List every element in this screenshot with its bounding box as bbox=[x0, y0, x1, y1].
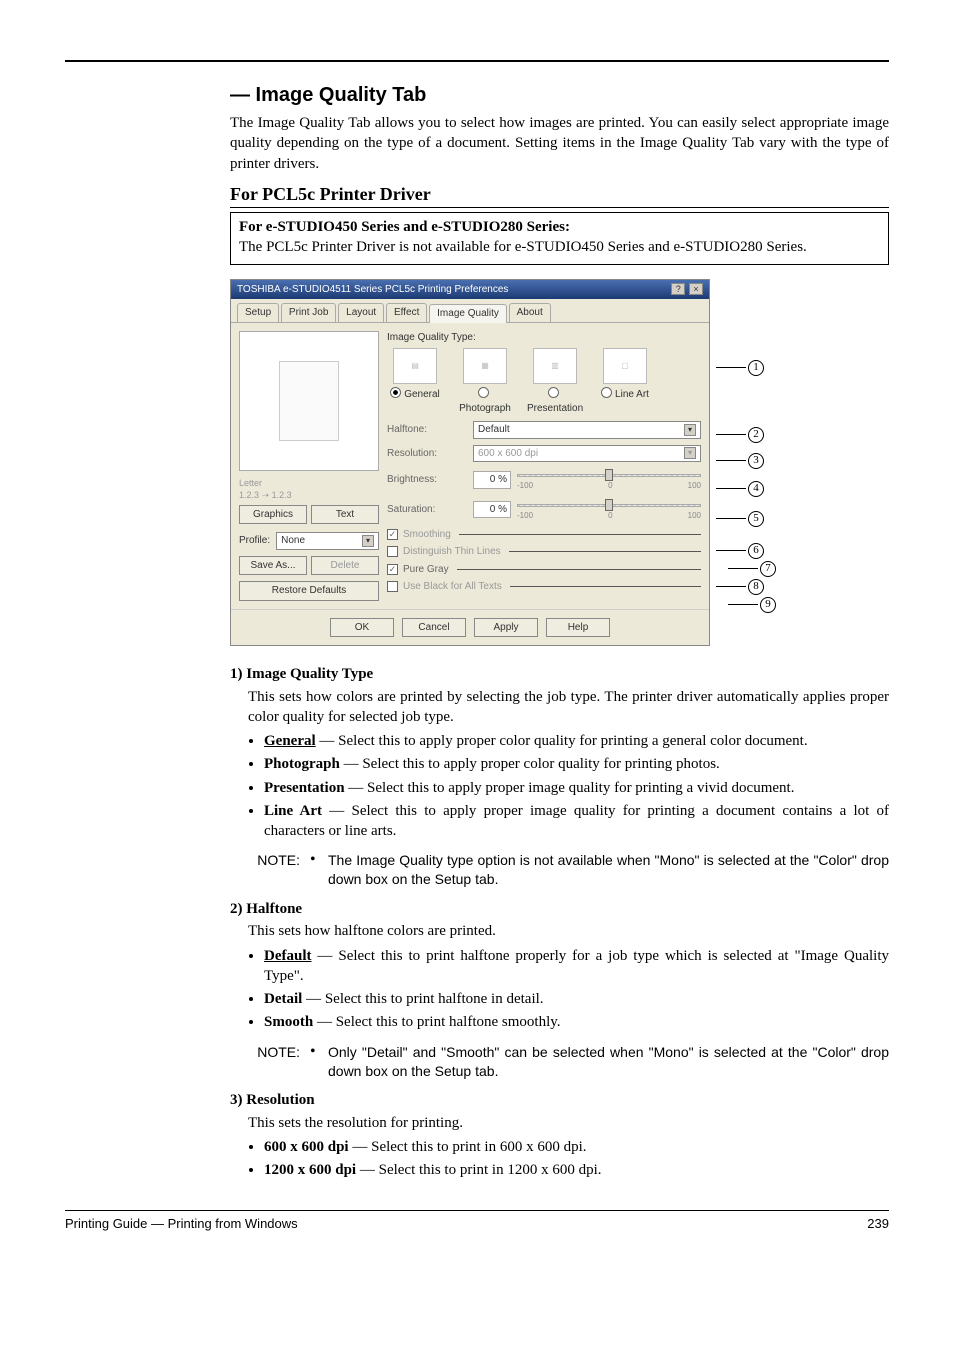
saveas-button[interactable]: Save As... bbox=[239, 556, 307, 576]
subsection-heading: For PCL5c Printer Driver bbox=[230, 182, 889, 208]
radio-presentation[interactable]: Presentation bbox=[527, 389, 583, 414]
cancel-button[interactable]: Cancel bbox=[402, 618, 466, 638]
callout-4: 4 bbox=[748, 481, 764, 497]
section-heading: — Image Quality Tab bbox=[230, 82, 889, 109]
note-box-text: The PCL5c Printer Driver is not availabl… bbox=[239, 237, 880, 257]
chevron-down-icon: ▾ bbox=[362, 535, 374, 547]
tab-about[interactable]: About bbox=[509, 303, 551, 322]
callout-2: 2 bbox=[748, 427, 764, 443]
ok-button[interactable]: OK bbox=[330, 618, 394, 638]
tab-effect[interactable]: Effect bbox=[386, 303, 427, 322]
close-icon[interactable]: × bbox=[689, 283, 703, 295]
help-icon[interactable]: ? bbox=[671, 283, 685, 295]
list-item-1: 1) Image Quality Type This sets how colo… bbox=[230, 664, 889, 841]
note-2: NOTE: • Only "Detail" and "Smooth" can b… bbox=[330, 1043, 889, 1081]
brightness-value[interactable]: 0 % bbox=[473, 471, 511, 489]
callout-8: 8 bbox=[748, 579, 764, 595]
dialog-title: TOSHIBA e-STUDIO4511 Series PCL5c Printi… bbox=[237, 283, 508, 297]
tab-printjob[interactable]: Print Job bbox=[281, 303, 336, 322]
callout-9: 9 bbox=[760, 597, 776, 613]
restore-defaults-button[interactable]: Restore Defaults bbox=[239, 581, 379, 601]
iq-group-label: Image Quality Type: bbox=[387, 331, 701, 345]
bullet-item: Presentation — Select this to apply prop… bbox=[264, 778, 889, 798]
callout-1: 1 bbox=[748, 360, 764, 376]
note-1: NOTE: • The Image Quality type option is… bbox=[330, 851, 889, 889]
preview-pane bbox=[239, 331, 379, 471]
saturation-slider[interactable] bbox=[517, 498, 701, 512]
page-footer: Printing Guide — Printing from Windows 2… bbox=[65, 1210, 889, 1233]
thinlines-checkbox[interactable] bbox=[387, 546, 398, 557]
delete-button[interactable]: Delete bbox=[311, 556, 379, 576]
footer-right: 239 bbox=[867, 1215, 889, 1233]
preview-size-b: 1.2.3 bbox=[272, 490, 292, 500]
apply-button[interactable]: Apply bbox=[474, 618, 538, 638]
resolution-label: Resolution: bbox=[387, 447, 467, 461]
bullet-item: General — Select this to apply proper co… bbox=[264, 731, 889, 751]
bullet-item: Detail — Select this to print halftone i… bbox=[264, 989, 889, 1009]
brightness-slider[interactable] bbox=[517, 468, 701, 482]
help-button[interactable]: Help bbox=[546, 618, 610, 638]
radio-photograph[interactable]: Photograph bbox=[459, 389, 511, 414]
saturation-label: Saturation: bbox=[387, 503, 467, 517]
smoothing-checkbox[interactable] bbox=[387, 529, 398, 540]
profile-label: Profile: bbox=[239, 534, 270, 548]
halftone-combo[interactable]: Default ▾ bbox=[473, 421, 701, 439]
bullet-item: Default — Select this to print halftone … bbox=[264, 946, 889, 987]
brightness-label: Brightness: bbox=[387, 473, 467, 487]
bullet-item: Line Art — Select this to apply proper i… bbox=[264, 801, 889, 842]
puregray-checkbox[interactable] bbox=[387, 564, 398, 575]
list-item-2: 2) Halftone This sets how halftone color… bbox=[230, 899, 889, 1033]
bullet-item: Photograph — Select this to apply proper… bbox=[264, 754, 889, 774]
radio-general[interactable]: General bbox=[390, 389, 440, 400]
note-box-title: For e-STUDIO450 Series and e-STUDIO280 S… bbox=[239, 217, 880, 237]
chevron-down-icon: ▾ bbox=[684, 447, 696, 459]
blacktext-checkbox[interactable] bbox=[387, 581, 398, 592]
tab-layout[interactable]: Layout bbox=[338, 303, 384, 322]
lineart-icon: ▢ bbox=[603, 348, 647, 384]
text-button[interactable]: Text bbox=[311, 505, 379, 525]
presentation-icon: ▥ bbox=[533, 348, 577, 384]
resolution-combo[interactable]: 600 x 600 dpi ▾ bbox=[473, 445, 701, 463]
bullet-item: 600 x 600 dpi — Select this to print in … bbox=[264, 1137, 889, 1157]
bullet-item: Smooth — Select this to print halftone s… bbox=[264, 1012, 889, 1032]
tab-setup[interactable]: Setup bbox=[237, 303, 279, 322]
dialog-figure: TOSHIBA e-STUDIO4511 Series PCL5c Printi… bbox=[230, 279, 790, 647]
bullet-item: 1200 x 600 dpi — Select this to print in… bbox=[264, 1160, 889, 1180]
note-box: For e-STUDIO450 Series and e-STUDIO280 S… bbox=[230, 212, 889, 265]
list-item-3: 3) Resolution This sets the resolution f… bbox=[230, 1090, 889, 1180]
chevron-down-icon: ▾ bbox=[684, 424, 696, 436]
window-buttons: ? × bbox=[670, 283, 703, 297]
callout-6: 6 bbox=[748, 543, 764, 559]
footer-left: Printing Guide — Printing from Windows bbox=[65, 1215, 298, 1233]
intro-paragraph: The Image Quality Tab allows you to sele… bbox=[230, 113, 889, 174]
photograph-icon: ▦ bbox=[463, 348, 507, 384]
preview-paper-label: Letter bbox=[239, 477, 379, 489]
halftone-label: Halftone: bbox=[387, 423, 467, 437]
tab-imagequality[interactable]: Image Quality bbox=[429, 304, 507, 323]
callout-3: 3 bbox=[748, 453, 764, 469]
graphics-button[interactable]: Graphics bbox=[239, 505, 307, 525]
general-icon: ▤ bbox=[393, 348, 437, 384]
radio-lineart[interactable]: Line Art bbox=[601, 389, 649, 400]
tabs-row: Setup Print Job Layout Effect Image Qual… bbox=[231, 299, 709, 323]
preview-size-a: 1.2.3 bbox=[239, 490, 259, 500]
profile-combo[interactable]: None ▾ bbox=[276, 532, 379, 550]
callout-5: 5 bbox=[748, 511, 764, 527]
callout-7: 7 bbox=[760, 561, 776, 577]
saturation-value[interactable]: 0 % bbox=[473, 501, 511, 519]
